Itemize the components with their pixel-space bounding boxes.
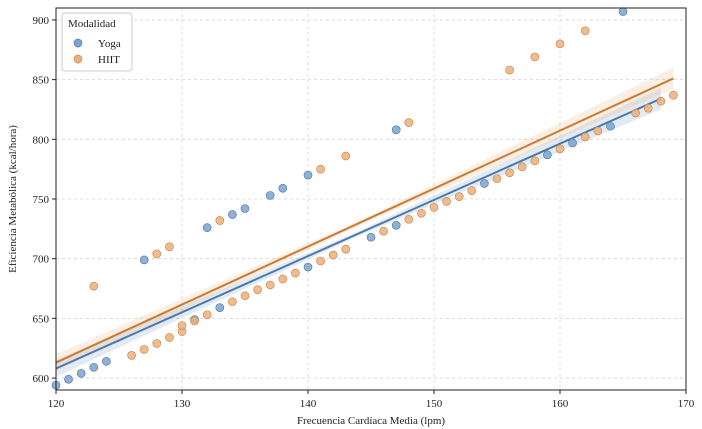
data-point-hiit (291, 268, 300, 278)
data-point-yoga (64, 374, 73, 384)
data-point-yoga (240, 204, 250, 213)
trend-lines (55, 77, 674, 370)
data-point-yoga (228, 210, 237, 219)
x-tick-label: 170 (678, 398, 695, 410)
data-point-hiit (127, 351, 136, 360)
data-point-hiit (341, 151, 351, 161)
data-point-hiit (316, 164, 325, 174)
data-point-yoga (102, 357, 111, 366)
data-point-yoga (202, 223, 212, 232)
data-point-hiit (669, 90, 678, 100)
data-point-yoga (618, 7, 628, 16)
y-tick-label: 800 (33, 134, 50, 146)
grid (55, 8, 687, 390)
data-point-yoga (303, 262, 313, 272)
legend-marker-hiit (73, 54, 83, 64)
confidence-bands (56, 67, 674, 377)
data-point-yoga (568, 138, 577, 148)
data-point-yoga (278, 183, 288, 193)
data-point-hiit (429, 203, 439, 212)
data-point-hiit (593, 126, 603, 136)
y-axis-label: Eficiencia Metabólica (kcal/hora) (7, 125, 19, 273)
data-point-hiit (253, 285, 262, 295)
data-point-yoga (265, 191, 275, 200)
data-point-hiit (404, 118, 414, 127)
data-point-hiit (580, 132, 590, 142)
data-point-hiit (631, 108, 640, 118)
data-point-hiit (240, 291, 250, 301)
data-point-hiit (379, 226, 388, 236)
data-point-hiit (517, 162, 527, 172)
data-point-yoga (543, 150, 552, 160)
data-point-hiit (555, 144, 565, 154)
data-point-hiit (152, 249, 162, 259)
y-tick-label: 850 (33, 75, 50, 87)
axis-ticks: 120 130 140 150 160 170 600 650 700 750 800 850 900 (33, 15, 695, 410)
data-point-yoga (391, 220, 401, 230)
confidence-band-yoga (56, 87, 661, 377)
data-point-hiit (139, 345, 149, 354)
trend-line-yoga (55, 97, 662, 370)
data-point-hiit (89, 281, 99, 291)
data-point-yoga (391, 125, 401, 135)
data-point-hiit (177, 321, 187, 330)
x-tick-label: 160 (552, 398, 569, 410)
data-point-hiit (492, 174, 502, 184)
data-point-yoga (480, 179, 489, 188)
data-point-hiit (316, 256, 325, 266)
y-tick-label: 900 (33, 15, 50, 27)
data-point-hiit (278, 274, 288, 284)
data-point-hiit (530, 156, 540, 166)
data-point-hiit (165, 242, 174, 252)
data-point-hiit (404, 214, 414, 224)
y-tick-label: 750 (33, 194, 50, 206)
data-point-yoga (215, 303, 225, 312)
y-tick-label: 650 (33, 313, 50, 325)
legend-title: Modalidad (68, 18, 116, 30)
data-point-yoga (366, 232, 376, 242)
data-point-hiit (643, 103, 653, 113)
data-point-hiit (328, 250, 338, 260)
y-tick-label: 600 (33, 373, 50, 385)
data-point-hiit (202, 310, 212, 320)
data-point-yoga (303, 170, 313, 180)
data-point-hiit (152, 339, 162, 348)
data-point-hiit (656, 96, 666, 106)
legend-label-hiit: HIIT (98, 54, 120, 66)
data-point-hiit (341, 244, 351, 254)
data-point-hiit (505, 168, 514, 178)
x-tick-label: 150 (426, 398, 443, 410)
data-point-yoga (76, 368, 86, 378)
data-point-hiit (580, 26, 590, 36)
y-tick-label: 700 (33, 254, 50, 266)
data-point-yoga (139, 255, 149, 265)
data-point-hiit (190, 316, 199, 326)
trend-line-hiit (55, 77, 674, 364)
x-tick-label: 120 (48, 398, 65, 410)
data-points (51, 7, 678, 390)
legend-label-yoga: Yoga (98, 38, 121, 50)
data-point-yoga (89, 362, 99, 372)
legend-marker-yoga (73, 38, 83, 48)
data-point-hiit (228, 297, 237, 307)
data-point-hiit (442, 197, 451, 206)
data-point-hiit (165, 333, 174, 342)
legend: Modalidad Yoga HIIT (61, 12, 133, 72)
data-point-hiit (555, 39, 565, 49)
data-point-hiit (454, 192, 464, 201)
x-tick-label: 130 (174, 398, 191, 410)
data-point-hiit (467, 186, 477, 195)
data-point-yoga (606, 121, 615, 131)
data-point-hiit (530, 52, 540, 62)
x-axis-label: Frecuencia Cardíaca Media (lpm) (297, 415, 445, 427)
x-tick-label: 140 (300, 398, 317, 410)
data-point-hiit (215, 216, 225, 225)
data-point-hiit (505, 65, 514, 75)
confidence-band-hiit (56, 67, 674, 371)
data-point-hiit (417, 208, 426, 218)
data-point-hiit (265, 280, 275, 290)
